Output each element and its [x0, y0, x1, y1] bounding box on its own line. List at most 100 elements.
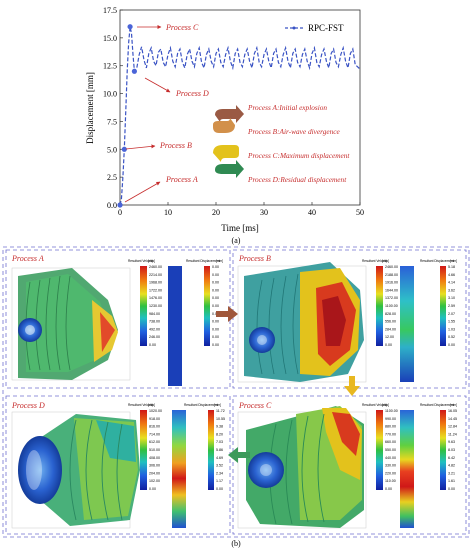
svg-text:Resultant Velocity: Resultant Velocity [362, 259, 388, 263]
y-tick-label: 10.0 [103, 90, 117, 99]
legend-tick-label: 828.00 [385, 312, 396, 316]
y-tick-label: 5.0 [107, 145, 117, 154]
panel-a-displacement-legend: Resultant Displacement [mm] 0.00 0.00 0.00… [168, 259, 223, 386]
legend-tick-label: 3.52 [216, 464, 223, 468]
svg-text:Resultant Velocity: Resultant Velocity [128, 259, 154, 263]
panel-b-mesh [237, 262, 367, 383]
svg-text:[m/s]: [m/s] [148, 259, 155, 263]
annotation-process-d-label: Process D [175, 89, 209, 98]
legend-tick-label: 0.00 [212, 320, 219, 324]
legend-tick-label: 246.00 [149, 335, 160, 339]
legend-tick-label: 11.72 [216, 409, 225, 413]
panel-d-velocity-legend: Resultant Velocity [m/s] 1020.00 918.00 81… [128, 403, 162, 491]
y-tick-label: 2.5 [107, 173, 117, 182]
legend-tick-label: 16.05 [448, 409, 457, 413]
legend-tick-label: 9.63 [448, 440, 455, 444]
figure-b: Process A Resultant Velocity [m/s] 2460.… [2, 246, 470, 548]
x-tick-label: 10 [164, 208, 172, 217]
legend-tick-label: 1372.00 [385, 296, 398, 300]
annotation-process-b: Process B [125, 141, 192, 150]
legend-tick-label: 204.00 [149, 471, 160, 475]
legend-tick-label: 1100.00 [385, 304, 398, 308]
legend-tick-label: 0.52 [448, 335, 455, 339]
y-tick-label: 0.0 [107, 201, 117, 210]
legend-tick-label: 990.00 [385, 417, 396, 421]
legend-tick-label: 12.00 [385, 335, 394, 339]
svg-text:[mm]: [mm] [450, 403, 457, 407]
y-tick-label: 7.5 [107, 117, 117, 126]
legend-tick-label: 2.59 [448, 304, 455, 308]
stage-label-d: Process D:Residual displacement [247, 175, 347, 184]
legend-tick-label: 556.00 [385, 320, 396, 324]
panel-a-mesh [11, 267, 131, 381]
legend-tick-label: 11.24 [448, 432, 457, 436]
panel-c-title: Process C [238, 401, 272, 410]
legend-tick-label: 1.17 [216, 479, 223, 483]
legend-tick-label: 2188.00 [385, 273, 398, 277]
annotation-process-b-label: Process B [159, 141, 192, 150]
legend-tick-label: 1230.00 [149, 304, 162, 308]
x-tick-label: 50 [356, 208, 364, 217]
panel-b-velocity-legend: Resultant Velocity [m/s] 2460.00 2188.00 1… [362, 259, 398, 347]
legend-tick-label: 0.00 [149, 487, 156, 491]
legend-tick-label: 0.00 [149, 343, 156, 347]
x-axis: 0 10 20 30 40 50 [118, 202, 364, 217]
legend-tick-label: 1722.00 [149, 288, 162, 292]
x-tick-label: 30 [260, 208, 268, 217]
legend-tick-label: 9.38 [216, 425, 223, 429]
legend-tick-label: 0.00 [212, 265, 219, 269]
legend-tick-label: 2460.00 [149, 265, 162, 269]
legend-tick-label: 102.00 [149, 479, 160, 483]
legend-tick-label: 220.00 [385, 471, 396, 475]
legend-tick-label: 660.00 [385, 440, 396, 444]
chart-a: 0.0 2.5 5.0 7.5 10.0 12.5 15.0 17.5 0 10 20 30 40 50… [85, 6, 364, 245]
panel-d-mesh [11, 411, 140, 529]
svg-text:[m/s]: [m/s] [382, 259, 389, 263]
legend-tick-label: 14.45 [448, 417, 457, 421]
y-tick-label: 15.0 [103, 34, 117, 43]
legend-tick-label: 1.61 [448, 479, 455, 483]
legend-tick-label: 5.86 [216, 448, 223, 452]
legend-tick-label: 4.82 [448, 464, 455, 468]
marker-process-c [127, 24, 133, 30]
legend-tick-label: 1020.00 [149, 409, 162, 413]
legend-tick-label: 510.00 [149, 448, 160, 452]
legend-tick-label: 0.00 [212, 335, 219, 339]
y-tick-label: 12.5 [103, 62, 117, 71]
legend-tick-label: 8.03 [448, 448, 455, 452]
legend-tick-label: 1.55 [448, 320, 455, 324]
annotation-process-a-label: Process A [165, 175, 198, 184]
legend-tick-label: 4.14 [448, 281, 455, 285]
legend-tick-label: 738.00 [149, 320, 160, 324]
panel-c-velocity-legend: Resultant Velocity [m/s] 1100.00 990.00 88… [362, 403, 398, 491]
panel-c-mesh [237, 406, 367, 529]
legend-tick-label: 0.00 [216, 487, 223, 491]
legend-tick-label: 1916.00 [385, 281, 398, 285]
legend-tick-label: 0.00 [385, 487, 392, 491]
legend-tick-label: 330.00 [385, 464, 396, 468]
legend-tick-label: 2.07 [448, 312, 455, 316]
marker-process-a [117, 202, 123, 208]
legend: RPC-FST [285, 23, 344, 33]
marker-process-b [121, 146, 127, 152]
svg-text:[mm]: [mm] [450, 259, 457, 263]
legend-tick-label: 984.00 [149, 312, 160, 316]
legend-label: RPC-FST [308, 23, 344, 33]
y-axis: 0.0 2.5 5.0 7.5 10.0 12.5 15.0 17.5 [103, 6, 123, 210]
panel-process-d: Process D Resultant Velocity [m/s] 1020.… [5, 395, 231, 535]
legend-tick-label: 440.00 [385, 456, 396, 460]
legend-tick-label: 10.55 [216, 417, 225, 421]
legend-tick-label: 284.00 [385, 327, 396, 331]
legend-marker [292, 26, 296, 30]
legend-tick-label: 110.00 [385, 479, 396, 483]
svg-text:Resultant Displacement: Resultant Displacement [420, 403, 454, 407]
legend-tick-label: 0.00 [212, 312, 219, 316]
legend-tick-label: 880.00 [385, 425, 396, 429]
panel-c-displacement-legend: Resultant Displacement [mm] 16.05 14.45 12… [400, 403, 457, 528]
svg-text:Resultant Displacement: Resultant Displacement [420, 259, 454, 263]
figure-b-frame [2, 246, 470, 538]
stage-label-c: Process C:Maximum displacement [247, 151, 350, 160]
legend-tick-label: 550.00 [385, 448, 396, 452]
caption-b: (b) [231, 539, 241, 548]
